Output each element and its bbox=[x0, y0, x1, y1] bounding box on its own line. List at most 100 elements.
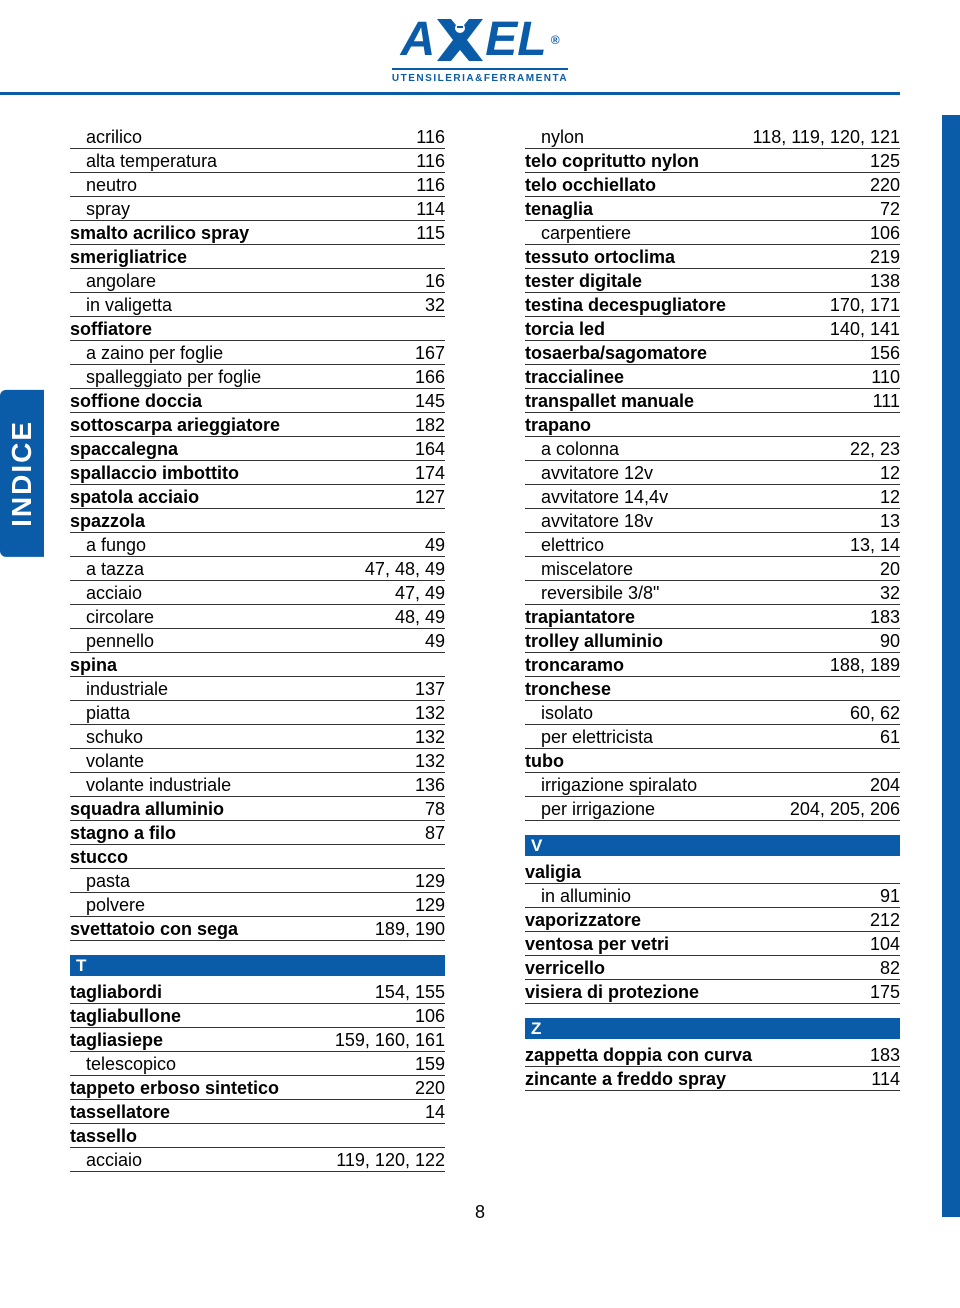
page-header: A EL ® UTENSILERIA&FERRAMENTA bbox=[0, 0, 960, 95]
index-pages: 132 bbox=[415, 704, 445, 722]
index-row: tenaglia72 bbox=[525, 197, 900, 221]
index-row: squadra alluminio78 bbox=[70, 797, 445, 821]
index-row: trapiantatore183 bbox=[525, 605, 900, 629]
index-pages: 159 bbox=[415, 1055, 445, 1073]
index-pages: 220 bbox=[870, 176, 900, 194]
index-row: piatta132 bbox=[70, 701, 445, 725]
index-row: pasta129 bbox=[70, 869, 445, 893]
section-letter: T bbox=[70, 955, 445, 976]
index-pages: 119, 120, 122 bbox=[336, 1151, 445, 1169]
index-row: a colonna22, 23 bbox=[525, 437, 900, 461]
index-term: svettatoio con sega bbox=[70, 920, 238, 938]
index-term: spalleggiato per foglie bbox=[70, 368, 261, 386]
index-pages: 61 bbox=[880, 728, 900, 746]
index-term: visiera di protezione bbox=[525, 983, 699, 1001]
index-pages: 175 bbox=[870, 983, 900, 1001]
index-term: tagliabordi bbox=[70, 983, 162, 1001]
logo-main: A EL ® bbox=[392, 16, 568, 64]
index-row: verricello82 bbox=[525, 956, 900, 980]
index-row: spazzola bbox=[70, 509, 445, 533]
index-term: avvitatore 12v bbox=[525, 464, 653, 482]
index-row: zappetta doppia con curva183 bbox=[525, 1043, 900, 1067]
index-row: telo copritutto nylon125 bbox=[525, 149, 900, 173]
index-pages: 90 bbox=[880, 632, 900, 650]
index-pages: 47, 48, 49 bbox=[365, 560, 445, 578]
index-row: spallaccio imbottito174 bbox=[70, 461, 445, 485]
index-term: troncaramo bbox=[525, 656, 624, 674]
index-term: pennello bbox=[70, 632, 154, 650]
index-row: carpentiere106 bbox=[525, 221, 900, 245]
index-term: telo occhiellato bbox=[525, 176, 656, 194]
index-term: polvere bbox=[70, 896, 145, 914]
index-term: industriale bbox=[70, 680, 168, 698]
index-term: neutro bbox=[70, 176, 137, 194]
index-row: avvitatore 12v 12 bbox=[525, 461, 900, 485]
index-term: testina decespugliatore bbox=[525, 296, 726, 314]
index-pages: 116 bbox=[416, 128, 445, 146]
index-term: avvitatore 14,4v bbox=[525, 488, 668, 506]
index-row: soffione doccia145 bbox=[70, 389, 445, 413]
index-term: soffiatore bbox=[70, 320, 152, 338]
index-row: tagliabullone106 bbox=[70, 1004, 445, 1028]
index-pages: 132 bbox=[415, 752, 445, 770]
index-row: isolato60, 62 bbox=[525, 701, 900, 725]
index-pages: 118, 119, 120, 121 bbox=[753, 128, 900, 146]
index-term: a colonna bbox=[525, 440, 619, 458]
index-row: traccialinee110 bbox=[525, 365, 900, 389]
index-term: zappetta doppia con curva bbox=[525, 1046, 752, 1064]
side-tab-indice: INDICE bbox=[0, 390, 44, 557]
index-term: spaccalegna bbox=[70, 440, 178, 458]
index-row: avvitatore 18v 13 bbox=[525, 509, 900, 533]
index-term: spallaccio imbottito bbox=[70, 464, 239, 482]
index-row: nylon 118, 119, 120, 121 bbox=[525, 125, 900, 149]
index-row: transpallet manuale111 bbox=[525, 389, 900, 413]
index-row: per irrigazione204, 205, 206 bbox=[525, 797, 900, 821]
index-term: acrilico bbox=[70, 128, 142, 146]
index-term: telo copritutto nylon bbox=[525, 152, 699, 170]
index-row: trapano bbox=[525, 413, 900, 437]
index-pages: 154, 155 bbox=[375, 983, 445, 1001]
index-pages: 32 bbox=[880, 584, 900, 602]
index-term: volante industriale bbox=[70, 776, 231, 794]
index-term: stucco bbox=[70, 848, 128, 866]
index-pages: 12 bbox=[880, 488, 900, 506]
index-pages: 12 bbox=[880, 464, 900, 482]
index-pages: 116 bbox=[416, 152, 445, 170]
index-term: miscelatore bbox=[525, 560, 633, 578]
index-term: avvitatore 18v bbox=[525, 512, 653, 530]
index-row: a tazza47, 48, 49 bbox=[70, 557, 445, 581]
index-pages: 219 bbox=[870, 248, 900, 266]
index-row: torcia led140, 141 bbox=[525, 317, 900, 341]
logo-registered: ® bbox=[551, 34, 560, 46]
index-row: spalleggiato per foglie166 bbox=[70, 365, 445, 389]
index-pages: 116 bbox=[416, 176, 445, 194]
index-term: tronchese bbox=[525, 680, 611, 698]
index-term: tassello bbox=[70, 1127, 137, 1145]
index-term: tubo bbox=[525, 752, 564, 770]
index-term: spazzola bbox=[70, 512, 145, 530]
index-row: tassello bbox=[70, 1124, 445, 1148]
index-term: nylon bbox=[525, 128, 584, 146]
index-row: in valigetta32 bbox=[70, 293, 445, 317]
index-row: soffiatore bbox=[70, 317, 445, 341]
index-row: zincante a freddo spray114 bbox=[525, 1067, 900, 1091]
index-row: in alluminio91 bbox=[525, 884, 900, 908]
index-row: tessuto ortoclima219 bbox=[525, 245, 900, 269]
index-row: circolare48, 49 bbox=[70, 605, 445, 629]
index-pages: 13 bbox=[880, 512, 900, 530]
index-row: reversibile 3/8"32 bbox=[525, 581, 900, 605]
index-row: acciaio119, 120, 122 bbox=[70, 1148, 445, 1172]
index-term: trapiantatore bbox=[525, 608, 635, 626]
index-row: tagliabordi 154, 155 bbox=[70, 980, 445, 1004]
index-term: sottoscarpa arieggiatore bbox=[70, 416, 280, 434]
index-row: telo occhiellato 220 bbox=[525, 173, 900, 197]
index-row: acciaio47, 49 bbox=[70, 581, 445, 605]
right-blue-strip bbox=[942, 115, 960, 1217]
index-term: squadra alluminio bbox=[70, 800, 224, 818]
index-term: spatola acciaio bbox=[70, 488, 199, 506]
index-term: valigia bbox=[525, 863, 581, 881]
index-term: trolley alluminio bbox=[525, 632, 663, 650]
index-term: tagliasiepe bbox=[70, 1031, 163, 1049]
index-term: per elettricista bbox=[525, 728, 653, 746]
index-term: isolato bbox=[525, 704, 593, 722]
